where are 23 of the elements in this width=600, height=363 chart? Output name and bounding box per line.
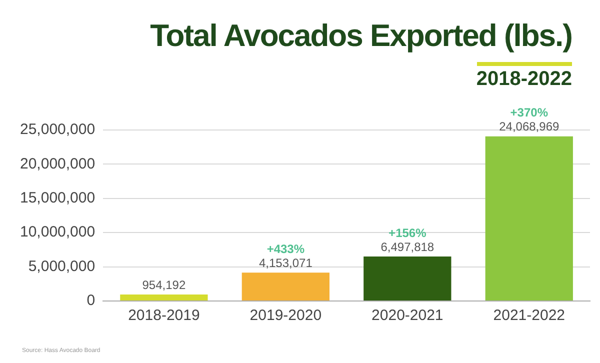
bar [242,272,330,300]
data-label: 6,497,818 [380,240,434,254]
y-tick-label: 5,000,000 [28,258,96,275]
x-tick-label: 2018-2019 [128,307,200,324]
x-tick-label: 2019-2020 [250,307,322,324]
y-tick-label: 10,000,000 [20,224,96,241]
bar [485,136,573,300]
bar [120,294,208,300]
annotation: +433% [266,242,305,256]
y-tick-label: 0 [86,292,96,310]
chart-subtitle: 2018-2022 [476,68,572,91]
annotation: +370% [510,106,548,120]
data-label: 954,192 [142,278,186,292]
annotation: +156% [388,226,427,240]
bar [364,256,452,300]
data-label: 24,068,969 [499,120,560,134]
y-tick-label: 15,000,000 [20,190,96,207]
x-tick-label: 2021-2022 [493,307,565,324]
x-tick-label: 2020-2021 [372,307,444,324]
y-tick-label: 20,000,000 [20,155,96,172]
chart-title: Total Avocados Exported (lbs.) [150,18,572,54]
data-label: 4,153,071 [258,256,313,270]
y-tick-label: 25,000,000 [20,121,96,138]
